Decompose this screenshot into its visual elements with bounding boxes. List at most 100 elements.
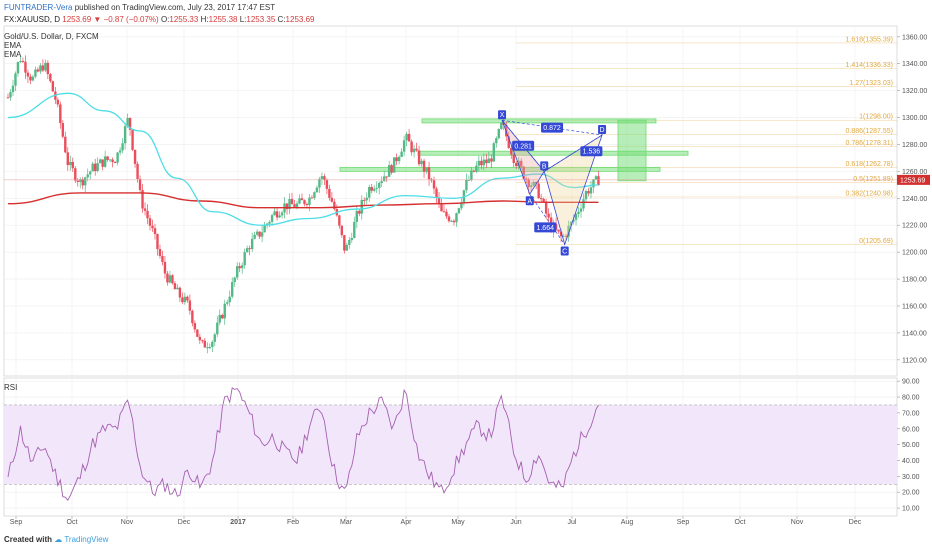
x-tick-label: Oct <box>67 519 78 526</box>
candle-body <box>437 197 441 203</box>
candle-body <box>51 81 55 92</box>
candle-body <box>390 165 393 173</box>
candle-body <box>228 296 231 303</box>
candle-body <box>226 302 229 304</box>
rsi-tick-label: 20.00 <box>902 490 920 497</box>
tradingview-cloud-icon: ☁ <box>54 535 63 544</box>
candle-body <box>402 140 406 152</box>
candle-body <box>111 159 114 163</box>
candle-body <box>106 156 109 160</box>
candle-body <box>273 211 276 216</box>
y-tick-label: 1160.00 <box>902 304 927 311</box>
harmonic-point-label: X <box>500 112 505 119</box>
candle-body <box>485 159 488 164</box>
candle-body <box>253 234 256 239</box>
candle-body <box>84 177 87 186</box>
candle-body <box>69 161 72 166</box>
symbol-label: FX:XAUUSD, D <box>4 15 61 24</box>
candle-body <box>482 159 486 166</box>
candle-body <box>141 189 144 209</box>
candle-body <box>373 188 376 191</box>
candle-body <box>350 237 354 240</box>
candle-body <box>146 210 149 219</box>
zone-x-level <box>421 118 657 124</box>
candle-body <box>442 211 446 213</box>
candle-body <box>333 201 336 210</box>
rsi-tick-label: 50.00 <box>902 442 920 449</box>
rsi-pane <box>4 387 897 502</box>
candle-body <box>507 136 510 148</box>
harmonic-zones <box>339 118 689 182</box>
candle-body <box>243 252 246 266</box>
candle-body <box>221 314 224 319</box>
y-tick-label: 1280.00 <box>902 142 927 149</box>
published-text: published on TradingView.com, July 23, 2… <box>74 3 276 12</box>
candle-body <box>181 297 184 303</box>
candle-body <box>26 72 30 77</box>
candle-body <box>44 62 47 71</box>
candle-body <box>236 266 239 278</box>
candle-body <box>176 287 179 290</box>
candle-body <box>168 275 172 283</box>
candle-body <box>64 136 67 153</box>
candle-body <box>415 148 418 151</box>
fib-level-label: 1(1298.00) <box>859 114 893 121</box>
candle-body <box>544 201 548 214</box>
candle-body <box>465 179 468 191</box>
candle-body <box>233 277 236 283</box>
candle-body <box>579 208 583 212</box>
candle-body <box>113 162 117 164</box>
candle-body <box>103 156 107 167</box>
harmonic-ratio-label: 1.664 <box>536 225 554 232</box>
x-tick-label: Feb <box>287 519 299 526</box>
axes: 1120.00 1140.00 1160.00 1180.00 1200.00 1220.… <box>4 34 930 526</box>
candle-body <box>86 174 89 178</box>
candle-body <box>59 104 62 124</box>
candle-body <box>98 159 102 164</box>
candle-body <box>564 235 568 237</box>
harmonic-point-badge <box>560 246 569 256</box>
candle-body <box>522 166 525 179</box>
candle-body <box>547 213 550 218</box>
candle-body <box>330 197 334 202</box>
candle-body <box>313 192 316 198</box>
candle-body <box>353 221 356 238</box>
rsi-tick-label: 30.00 <box>902 474 920 481</box>
x-tick-label: Nov <box>121 519 134 526</box>
candle-body <box>89 171 92 175</box>
candle-body <box>348 239 351 245</box>
candle-body <box>231 282 234 297</box>
candle-body <box>158 249 162 257</box>
open-value: 1255.33 <box>169 15 199 24</box>
candle-body <box>589 187 593 194</box>
candle-body <box>66 152 69 166</box>
fib-level-label: 1.414(1336.33) <box>846 62 893 69</box>
candle-body <box>567 225 570 237</box>
harmonic-pattern: 0.281 0.872 1.536 1.664 X A B C D <box>498 110 607 256</box>
tradingview-brand[interactable]: TradingView <box>64 535 109 544</box>
candle-body <box>452 220 456 223</box>
x-tick-label: Dec <box>849 519 862 526</box>
candle-body <box>208 347 211 349</box>
candle-body <box>300 198 304 201</box>
fib-level-label: 0.618(1262.78) <box>846 161 893 168</box>
candle-body <box>529 185 533 187</box>
candle-body <box>263 225 266 233</box>
high-label: H: <box>200 15 209 24</box>
candle-body <box>255 231 259 235</box>
y-tick-label: 1120.00 <box>902 357 927 364</box>
ema-slow-line <box>7 192 599 209</box>
candle-body <box>178 287 182 298</box>
author-link[interactable]: FUNTRADER-Vera <box>4 3 73 12</box>
d-completion-zone <box>617 119 647 182</box>
close-value: 1253.69 <box>285 15 315 24</box>
x-tick-label: Nov <box>791 519 804 526</box>
x-tick-label: Sep <box>677 519 690 526</box>
candle-body <box>196 329 199 337</box>
candle-body <box>223 303 226 319</box>
candle-body <box>477 160 481 166</box>
created-with-text: Created with <box>4 535 53 544</box>
harmonic-point-badge <box>525 196 534 206</box>
candle-body <box>9 92 12 98</box>
